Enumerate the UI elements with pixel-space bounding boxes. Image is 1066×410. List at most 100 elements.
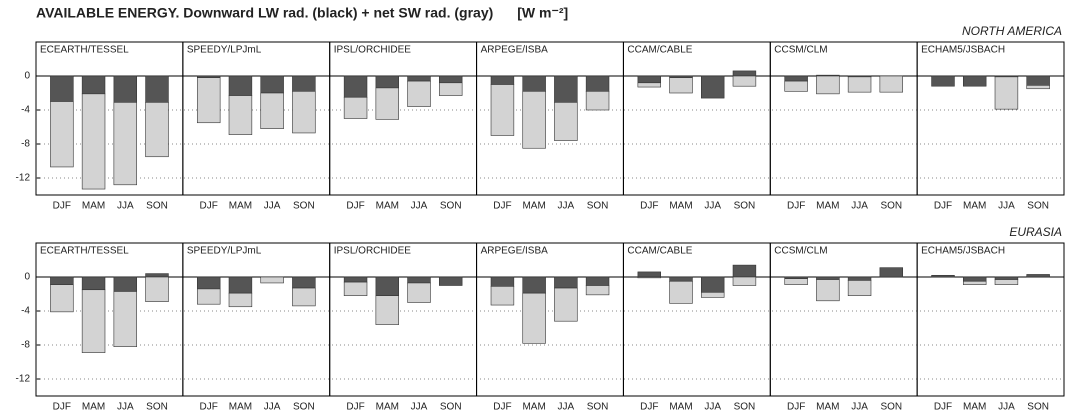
x-tick-label: MAM	[376, 201, 399, 212]
bar	[113, 102, 138, 186]
bar	[962, 276, 987, 282]
x-tick-label: JJA	[117, 201, 134, 212]
panel-title: ARPEGE/ISBA	[481, 246, 549, 257]
bar	[407, 75, 431, 82]
x-tick-label: MAM	[669, 201, 692, 212]
bar	[554, 75, 578, 103]
bar	[228, 276, 253, 294]
x-tick-label: SON	[146, 201, 168, 212]
bar	[700, 276, 725, 293]
bar	[228, 75, 253, 96]
x-tick-label: DJF	[640, 201, 658, 212]
bar	[585, 285, 610, 296]
x-tick-label: DJF	[200, 201, 218, 212]
bar	[847, 76, 872, 93]
x-tick-label: MAM	[522, 201, 545, 212]
bar	[522, 276, 546, 294]
bar	[847, 280, 872, 296]
bar	[490, 276, 515, 287]
x-tick-label: JJA	[117, 402, 134, 410]
bar	[1026, 75, 1050, 86]
bar	[113, 291, 138, 348]
bar	[375, 75, 400, 89]
bar	[113, 75, 138, 103]
bar	[81, 276, 106, 291]
region-label: NORTH AMERICA	[962, 24, 1062, 38]
bar	[669, 77, 693, 94]
x-tick-label: SON	[587, 402, 609, 410]
bar	[145, 75, 169, 103]
bar	[962, 75, 987, 87]
x-tick-label: MAM	[963, 201, 986, 212]
panel-title: ECEARTH/TESSEL	[40, 246, 129, 257]
panel-frame	[916, 41, 1065, 196]
bar	[554, 276, 578, 289]
bar	[375, 295, 400, 325]
panel-title: ECEARTH/TESSEL	[40, 45, 129, 56]
bar	[343, 96, 368, 119]
panel-frame	[622, 41, 771, 196]
y-tick-label: -12	[16, 173, 31, 184]
region-label: EURASIA	[1009, 225, 1062, 239]
bar	[816, 279, 840, 302]
bar	[994, 76, 1019, 110]
y-tick-label: -4	[21, 105, 30, 116]
bar	[343, 75, 368, 98]
bar	[784, 278, 808, 285]
bar	[228, 95, 253, 135]
bar	[637, 276, 662, 279]
x-tick-label: DJF	[934, 201, 952, 212]
panel-title: ARPEGE/ISBA	[481, 45, 549, 56]
bar	[375, 276, 400, 297]
x-tick-label: JJA	[851, 201, 868, 212]
x-tick-label: DJF	[53, 402, 71, 410]
x-tick-label: MAM	[229, 201, 252, 212]
x-tick-label: DJF	[934, 402, 952, 410]
units: [W m⁻²]	[517, 5, 568, 21]
bar	[784, 80, 808, 92]
x-tick-label: SON	[293, 201, 315, 212]
bar	[81, 93, 106, 190]
bar	[490, 84, 515, 136]
x-tick-label: MAM	[669, 402, 692, 410]
bar	[669, 280, 693, 304]
bar	[260, 92, 284, 130]
bar	[292, 287, 316, 307]
x-tick-label: MAM	[816, 402, 839, 410]
x-tick-label: SON	[440, 201, 462, 212]
bar	[438, 276, 463, 286]
bar	[585, 75, 610, 92]
panel-frame	[329, 242, 478, 397]
bar	[585, 276, 610, 286]
x-tick-label: DJF	[53, 201, 71, 212]
bar	[732, 75, 757, 87]
bar	[732, 264, 757, 278]
panel-frame	[769, 242, 918, 397]
x-tick-label: MAM	[522, 402, 545, 410]
bar	[343, 276, 368, 283]
panel-title: SPEEDY/LPJmL	[187, 45, 262, 56]
bar	[637, 75, 662, 84]
bar	[700, 75, 725, 99]
bar	[407, 282, 431, 303]
bar	[816, 75, 840, 95]
bar	[145, 102, 169, 158]
panel-title: IPSL/ORCHIDEE	[334, 45, 412, 56]
x-tick-label: SON	[880, 201, 902, 212]
x-tick-label: DJF	[640, 402, 658, 410]
panel-frame	[182, 242, 331, 397]
bar	[407, 80, 431, 107]
bar	[113, 276, 138, 292]
bar	[732, 276, 757, 286]
x-tick-label: JJA	[264, 402, 281, 410]
bar	[522, 292, 546, 344]
x-tick-label: MAM	[229, 402, 252, 410]
bar	[292, 75, 316, 92]
bar	[931, 274, 955, 278]
bar	[196, 276, 221, 290]
bar	[145, 276, 169, 302]
panel-title: ECHAM5/JSBACH	[921, 45, 1005, 56]
x-tick-label: DJF	[493, 201, 511, 212]
x-tick-label: SON	[293, 402, 315, 410]
